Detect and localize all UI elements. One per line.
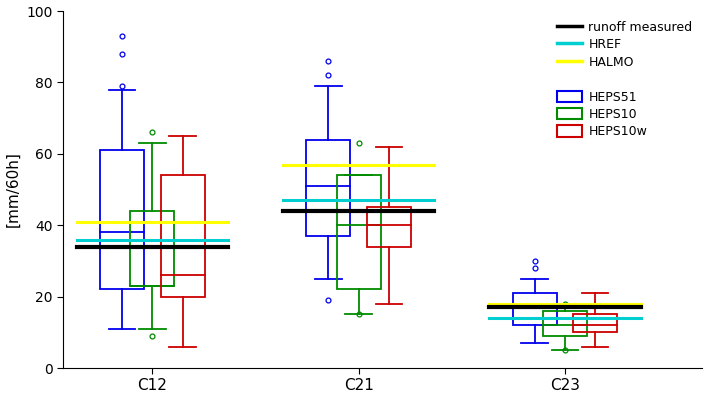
Bar bbox=[161, 175, 205, 296]
Bar bbox=[367, 207, 411, 247]
Legend: runoff measured, HREF, HALMO, , HEPS51, HEPS10, HEPS10w: runoff measured, HREF, HALMO, , HEPS51, … bbox=[554, 17, 696, 142]
Bar bbox=[543, 311, 587, 336]
Bar bbox=[307, 140, 350, 236]
Y-axis label: [mm/60h]: [mm/60h] bbox=[6, 152, 21, 227]
Bar bbox=[100, 150, 144, 290]
Bar bbox=[513, 293, 556, 325]
Bar bbox=[130, 211, 174, 286]
Bar bbox=[336, 175, 381, 290]
Bar bbox=[573, 314, 617, 332]
